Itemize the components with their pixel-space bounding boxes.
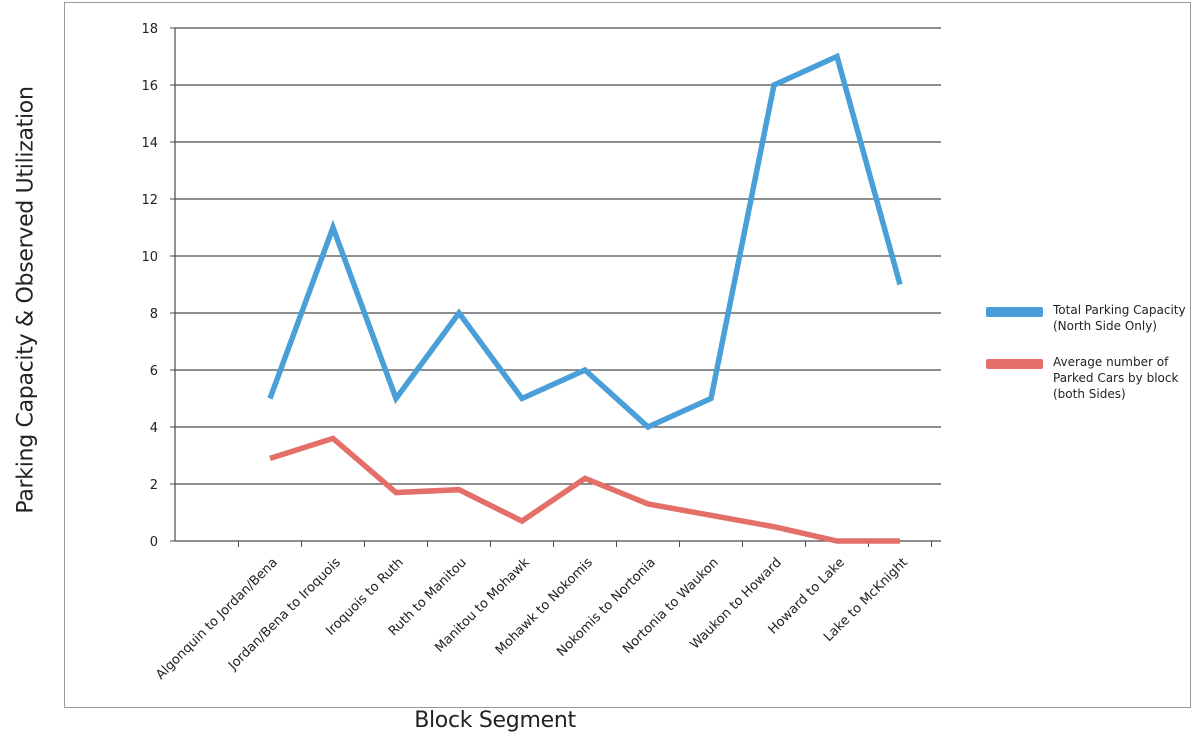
y-tick-label: 0 [150, 535, 158, 550]
legend-label-parked: Average number of Parked Cars by block (… [1053, 355, 1179, 401]
gridlines [170, 27, 941, 547]
y-tick-label: 16 [141, 79, 158, 94]
y-tick-label: 12 [141, 193, 158, 208]
y-tick-label: 2 [150, 478, 158, 493]
y-tick-label: 6 [150, 364, 158, 379]
y-tick-label: 14 [141, 136, 158, 151]
series-line-capacity [267, 52, 903, 431]
x-tick-label: Algonquin to Jordan/Bena [153, 555, 281, 683]
y-tick-labels: 0 2 4 6 8 10 12 14 16 18 [141, 22, 158, 550]
legend-swatch-capacity [986, 307, 1043, 317]
x-axis-label: Block Segment [414, 708, 576, 733]
legend-item-parked: Average number of Parked Cars by block (… [986, 354, 1186, 402]
legend-swatch-parked [986, 359, 1043, 369]
y-tick-label: 10 [141, 250, 158, 265]
series-lines [267, 52, 903, 544]
legend-label-capacity: Total Parking Capacity (North Side Only) [1053, 303, 1186, 333]
legend-item-capacity: Total Parking Capacity (North Side Only) [986, 302, 1186, 334]
series-line-parked [269, 435, 900, 544]
chart-frame [64, 2, 1191, 708]
y-tick-label: 18 [141, 22, 158, 37]
legend: Total Parking Capacity (North Side Only)… [986, 302, 1186, 422]
y-tick-label: 8 [150, 307, 158, 322]
y-tick-label: 4 [150, 421, 158, 436]
x-tick-label: Jordan/Bena to Iroquois [225, 555, 344, 674]
